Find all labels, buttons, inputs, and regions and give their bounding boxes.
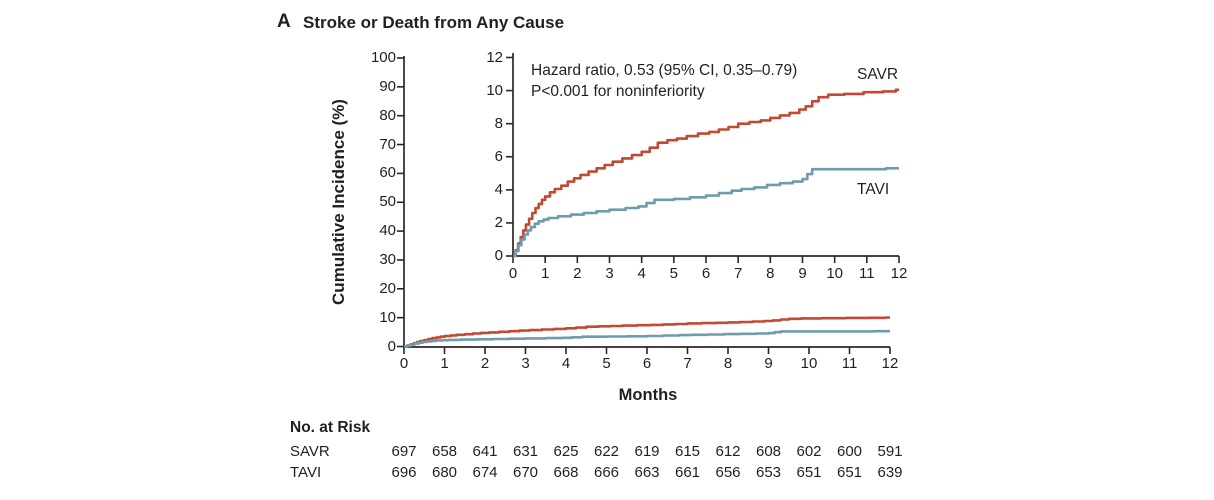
y-axis-label: Cumulative Incidence (%) [329, 99, 348, 305]
main-x-tick-label: 10 [800, 355, 818, 372]
inset-x-tick-label: 9 [798, 265, 807, 282]
inset-x-tick-label: 8 [766, 265, 775, 282]
annotation-block: Hazard ratio, 0.53 (95% CI, 0.35–0.79) P… [531, 60, 797, 102]
risk-count-tavi: 670 [512, 464, 539, 481]
inset-x-tick-label: 1 [540, 265, 550, 282]
main-y-tick-label: 80 [379, 106, 396, 124]
curve-main-tavi [404, 329, 890, 348]
main-y-tick-label: 20 [379, 279, 396, 297]
risk-count-savr: 697 [391, 443, 417, 460]
curve-inset-tavi [513, 167, 899, 258]
inset-y-tick-label: 6 [494, 147, 503, 165]
risk-count-tavi: 674 [472, 464, 498, 481]
inset-x-tick-label: 3 [605, 265, 614, 282]
risk-count-savr: 641 [472, 443, 498, 460]
risk-count-savr: 600 [836, 443, 863, 460]
risk-count-savr: 612 [715, 443, 741, 460]
inset-x-tick-label: 0 [508, 265, 518, 282]
page-title: Stroke or Death from Any Cause [303, 13, 565, 32]
inset-x-tick-label: 5 [669, 265, 678, 282]
risk-count-tavi: 696 [391, 464, 417, 481]
main-x-tick-label: 2 [480, 355, 490, 372]
inset-x-tick-label: 11 [859, 265, 875, 282]
main-y-tick-label: 40 [379, 222, 396, 240]
risk-count-tavi: 653 [755, 464, 782, 481]
risk-count-tavi: 666 [593, 464, 620, 481]
main-y-tick-label: 70 [379, 135, 396, 153]
risk-count-savr: 615 [674, 443, 701, 460]
main-y-tick-label: 30 [379, 250, 396, 268]
main-x-tick-label: 5 [602, 355, 611, 372]
risk-count-tavi: 663 [634, 464, 660, 481]
main-x-tick-label: 9 [764, 355, 773, 372]
series-label-savr: SAVR [857, 66, 899, 83]
main-y-tick-label: 10 [379, 308, 396, 326]
main-y-tick-label: 90 [379, 77, 396, 95]
main-x-tick-label: 12 [881, 355, 899, 372]
risk-count-savr: 602 [796, 443, 822, 460]
inset-x-tick-label: 4 [637, 265, 646, 282]
inset-x-tick-label: 12 [890, 265, 908, 282]
risk-count-savr: 591 [877, 443, 903, 460]
curve-inset-savr [513, 88, 899, 258]
risk-count-savr: 658 [431, 443, 458, 460]
x-axis-label: Months [618, 386, 678, 404]
risk-count-tavi: 680 [431, 464, 458, 481]
main-x-tick-label: 1 [440, 355, 449, 372]
main-x-tick-label: 0 [399, 355, 409, 372]
risk-count-savr: 622 [593, 443, 620, 460]
panel-letter: A [277, 11, 291, 32]
curve-main-savr [404, 316, 890, 348]
risk-count-tavi: 656 [715, 464, 741, 481]
main-y-tick-label: 100 [370, 49, 396, 66]
risk-count-savr: 631 [512, 443, 539, 460]
risk-count-savr: 625 [553, 443, 579, 460]
main-x-tick-label: 8 [723, 355, 733, 372]
inset-y-tick-label: 4 [494, 180, 503, 198]
inset-x-tick-label: 7 [733, 265, 743, 282]
risk-count-tavi: 668 [553, 464, 579, 481]
risk-table-title: No. at Risk [290, 419, 371, 436]
risk-count-tavi: 661 [674, 464, 701, 481]
main-y-tick-label: 60 [379, 164, 396, 182]
risk-row-label-tavi: TAVI [290, 464, 322, 481]
main-x-tick-label: 6 [642, 355, 652, 372]
inset-y-tick-label: 0 [494, 247, 503, 264]
main-x-tick-label: 3 [521, 355, 530, 372]
risk-row-label-savr: SAVR [290, 443, 330, 460]
main-x-tick-label: 7 [683, 355, 692, 372]
inset-y-tick-label: 2 [494, 213, 503, 231]
risk-count-savr: 608 [755, 443, 782, 460]
hazard-ratio-text: Hazard ratio, 0.53 (95% CI, 0.35–0.79) [531, 62, 798, 79]
risk-count-tavi: 639 [877, 464, 903, 481]
series-label-tavi: TAVI [857, 181, 890, 198]
risk-count-tavi: 651 [796, 464, 822, 481]
risk-count-savr: 619 [634, 443, 660, 460]
main-x-tick-label: 11 [841, 355, 858, 372]
inset-y-tick-label: 10 [486, 81, 503, 99]
inset-x-tick-label: 2 [573, 265, 582, 282]
main-x-tick-label: 4 [561, 355, 571, 372]
risk-count-tavi: 651 [836, 464, 863, 481]
main-y-tick-label: 50 [379, 193, 396, 211]
inset-x-tick-label: 10 [826, 265, 843, 282]
inset-y-tick-label: 8 [494, 114, 503, 132]
inset-y-tick-label: 12 [486, 48, 503, 66]
p-value-text: P<0.001 for noninferiority [531, 83, 705, 100]
main-y-tick-label: 0 [387, 337, 396, 355]
inset-x-tick-label: 6 [701, 265, 711, 282]
